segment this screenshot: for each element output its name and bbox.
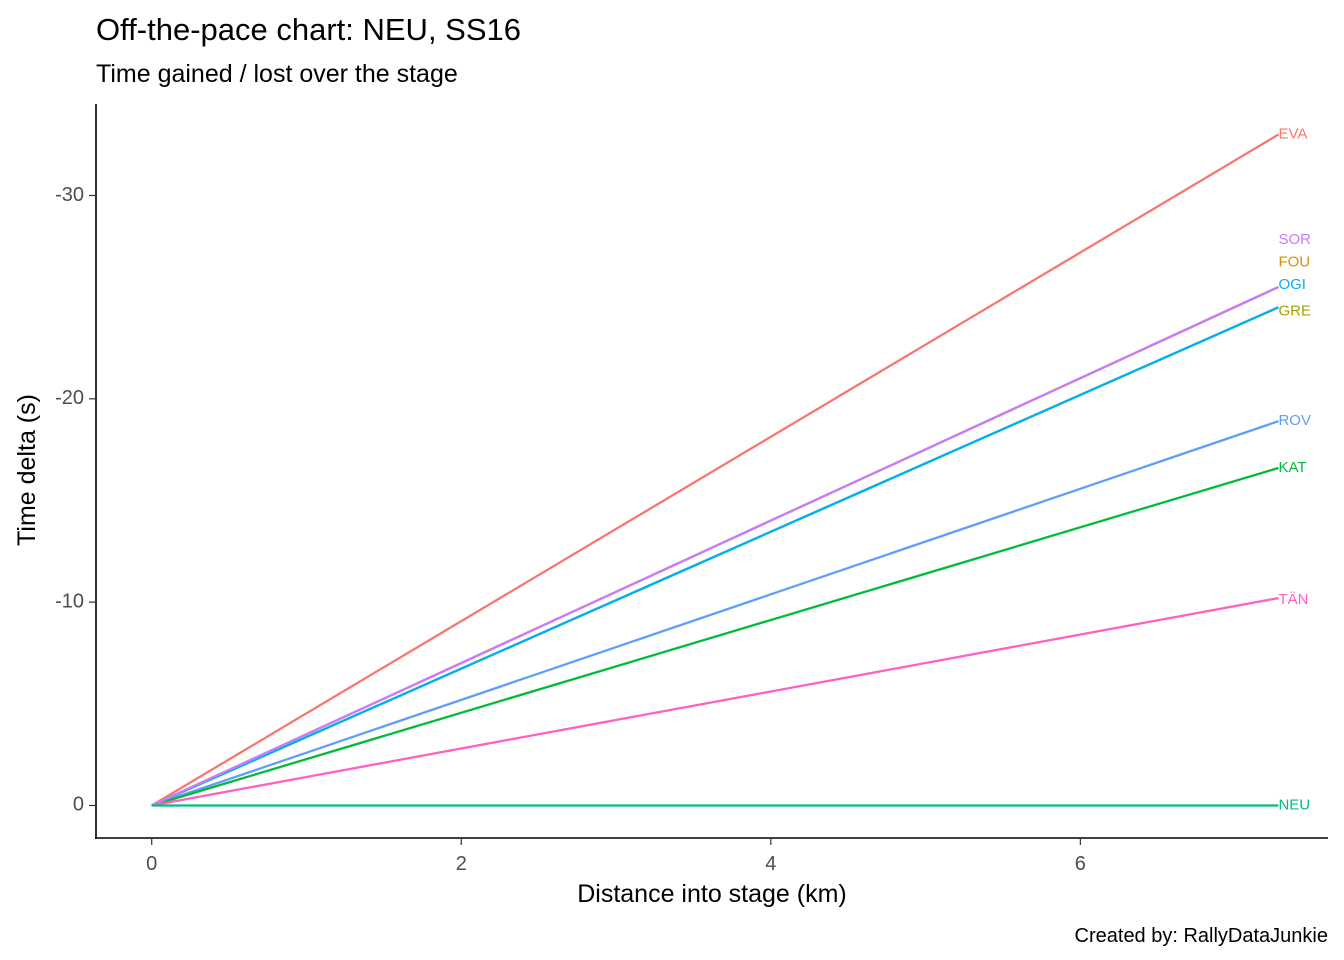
- y-tick-label: -10: [55, 590, 84, 612]
- y-tick-label: -20: [55, 387, 84, 409]
- y-tick-label: 0: [73, 794, 84, 816]
- series-label-tan: TÄN: [1278, 591, 1308, 608]
- series-labels: EVA GRE KAT NEU OGI ROV FOU SOR TÄN: [1278, 125, 1311, 813]
- y-axis-ticks: 0 -10 -20 -30: [55, 184, 96, 816]
- chart-title: Off-the-pace chart: NEU, SS16: [96, 12, 521, 47]
- series-lines: [151, 133, 1280, 807]
- plot-area: EVA GRE KAT NEU OGI ROV FOU SOR TÄN: [151, 125, 1311, 813]
- y-axis-title: Time delta (s): [13, 394, 41, 546]
- x-tick-label: 0: [146, 853, 157, 875]
- x-tick-label: 4: [765, 853, 776, 875]
- series-line-ogi: [151, 306, 1279, 807]
- y-tick-label: -30: [55, 184, 84, 206]
- series-line-sor: [151, 285, 1279, 807]
- series-label-neu: NEU: [1278, 796, 1310, 813]
- chart-caption: Created by: RallyDataJunkie: [1075, 925, 1328, 947]
- chart-subtitle: Time gained / lost over the stage: [96, 60, 458, 88]
- x-tick-label: 6: [1075, 853, 1086, 875]
- x-axis-ticks: 0 2 4 6: [146, 838, 1086, 875]
- series-label-eva: EVA: [1278, 125, 1307, 142]
- series-line-kat: [151, 466, 1279, 807]
- series-line-rov: [151, 420, 1279, 807]
- x-axis-title: Distance into stage (km): [577, 880, 847, 908]
- series-label-kat: KAT: [1278, 459, 1306, 476]
- series-line-eva: [151, 133, 1280, 807]
- x-tick-label: 2: [456, 853, 467, 875]
- series-label-fou: FOU: [1278, 254, 1310, 271]
- series-label-rov: ROV: [1278, 412, 1311, 429]
- series-label-sor: SOR: [1278, 231, 1311, 248]
- series-line-tan: [151, 596, 1279, 807]
- series-label-ogi: OGI: [1278, 276, 1306, 293]
- series-label-gre: GRE: [1278, 302, 1311, 319]
